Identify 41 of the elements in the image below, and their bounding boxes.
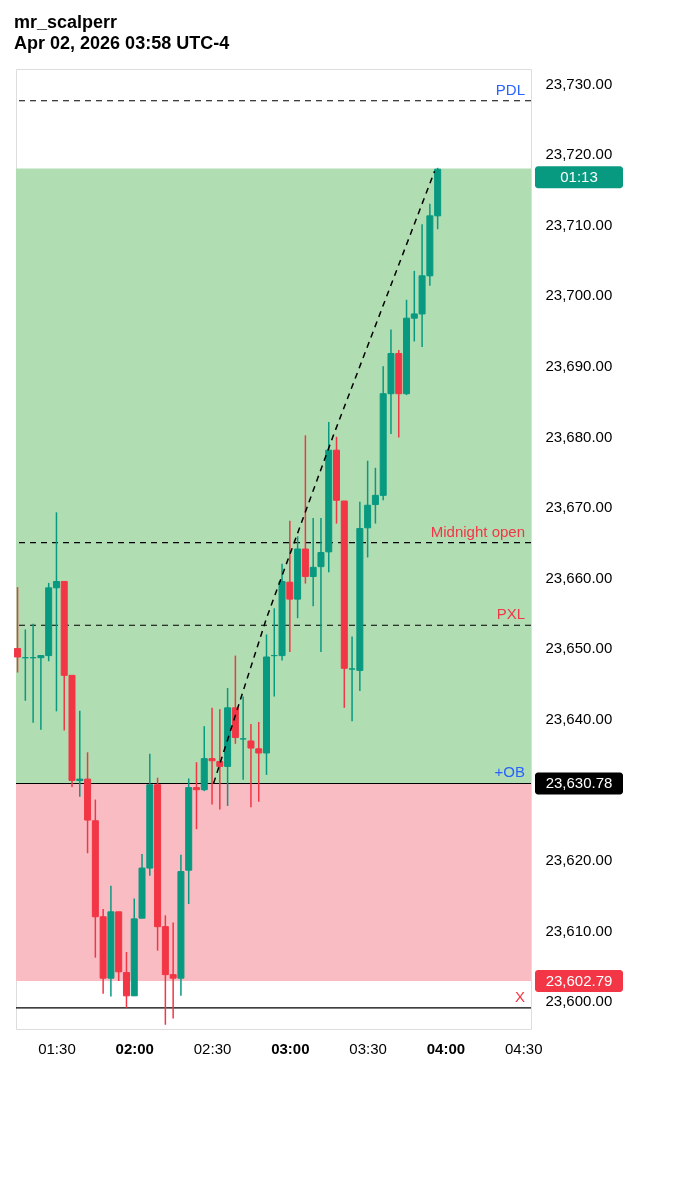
x-tick-label: 02:00 [115,1039,154,1057]
candlestick [364,460,372,559]
x-tick-label: 03:00 [271,1039,310,1057]
y-tick-label: 23,690.00 [545,356,613,374]
x-tick-label: 01:30 [38,1039,76,1057]
candlestick [317,517,325,653]
chart-title: mr_scalperr [14,12,118,32]
x-tick-label: 02:30 [193,1039,232,1057]
y-tick-label: 23,710.00 [545,215,613,233]
x-tick-label: 04:30 [504,1039,543,1057]
y-tick-label: 23,730.00 [545,74,613,92]
chart-subtitle: Apr 02, 2026 03:58 UTC-4 [14,33,230,53]
y-tick-label: 23,680.00 [545,427,613,445]
candlestick [309,517,317,607]
ref-line-label: X [514,987,525,1005]
y-tick-label: 23,720.00 [545,145,613,163]
band-label: 23,630.78 [545,774,613,792]
y-tick-label: 23,610.00 [545,921,613,939]
candlestick [14,586,22,674]
x-tick-label: 03:30 [349,1039,387,1057]
candlestick [122,951,130,1009]
x-tick-label: 04:00 [426,1039,466,1057]
ref-line-label: PXL [496,605,525,623]
ref-line-label: +OB [494,763,525,781]
y-tick-label: 23,650.00 [545,639,613,657]
candlestick [208,707,216,806]
y-tick-label: 23,660.00 [545,568,613,586]
candlestick [192,761,200,830]
y-tick-label: 23,670.00 [545,498,613,516]
candlestick [216,708,224,811]
text: 01:13 [560,168,598,186]
band-label: 23,602.79 [545,972,613,990]
y-tick-label: 23,620.00 [545,851,613,869]
y-tick-label: 23,640.00 [545,709,613,727]
ref-line-label: Midnight open [430,522,525,540]
candlestick [239,695,247,781]
candlestick [286,520,294,653]
y-tick-label: 23,600.00 [545,992,613,1010]
candlestick [76,709,84,798]
ref-line-label: PDL [495,80,525,98]
y-tick-label: 23,700.00 [545,286,613,304]
